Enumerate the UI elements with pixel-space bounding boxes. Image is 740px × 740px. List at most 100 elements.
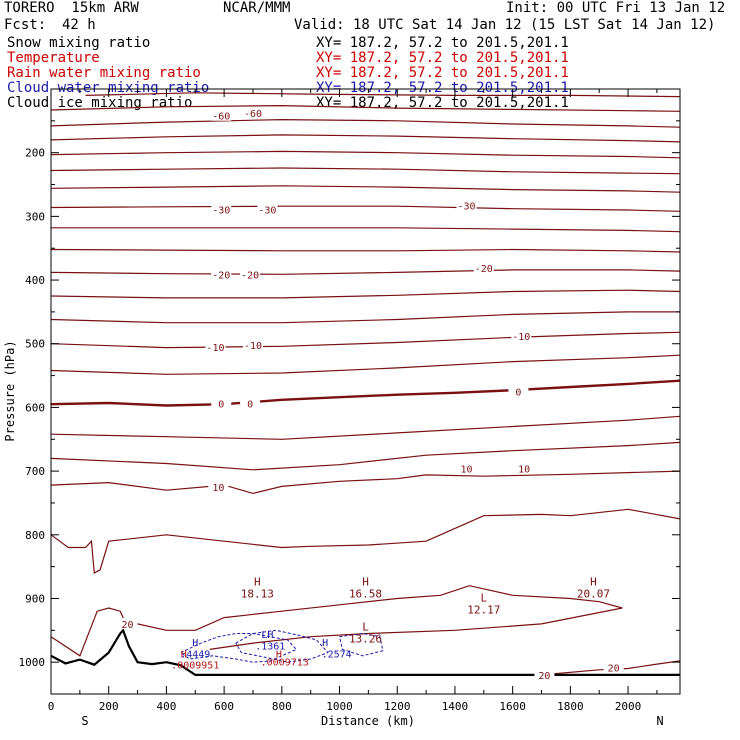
x-tick-label-200: 200 — [99, 700, 119, 713]
isotherm-label-6: -20 — [241, 270, 259, 281]
isotherm-label-bg-3 — [257, 203, 278, 215]
y-tick-label-900: 900 — [25, 592, 45, 605]
isotherm-line-15 — [50, 379, 681, 407]
isotherm-line-3 — [50, 134, 681, 143]
isotherm-label-bg-9 — [242, 339, 263, 351]
isotherm-line-800 — [50, 508, 681, 574]
isotherm-label-bg-8 — [205, 340, 226, 352]
isotherm-label-8: -10 — [206, 343, 224, 354]
isotherm-label-bg-0 — [211, 109, 232, 121]
mixing-ratio-label-2: H — [181, 650, 187, 661]
isotherm-label-1: -60 — [244, 109, 262, 120]
legend-snow-name: Snow mixing ratio — [7, 35, 151, 51]
isotherm-line-16 — [50, 415, 681, 440]
isotherm-line-10 — [50, 269, 681, 275]
isotherm-label-4: -30 — [457, 202, 475, 213]
model-title: TORERO 15km ARW — [4, 0, 139, 16]
isotherm-label-bg-16 — [514, 462, 535, 474]
isotherm-label-11: 0 — [218, 400, 224, 411]
mixing-ratio-label-3: .0009951 — [171, 661, 219, 672]
y-tick-label-700: 700 — [25, 465, 45, 478]
isotherm-line-7 — [50, 205, 681, 212]
mixing-ratio-label-9: .2574 — [322, 650, 352, 661]
y-tick-label-300: 300 — [25, 210, 45, 223]
end-label-south: S — [81, 714, 88, 728]
isotherm-label-5: -20 — [212, 270, 230, 281]
y-tick-label-500: 500 — [25, 338, 45, 351]
end-label-north: N — [656, 714, 663, 728]
isotherm-label-19: 20 — [608, 663, 620, 674]
y-tick-label-200: 200 — [25, 147, 45, 160]
isotherm-label-bg-14 — [208, 481, 229, 493]
isotherm-label-12: 0 — [247, 400, 253, 411]
isotherm-label-bg-10 — [511, 330, 532, 342]
x-tick-label-0: 0 — [48, 700, 55, 713]
snow-mixing-ratio-line — [50, 628, 680, 677]
extremum-mark-3: H — [590, 576, 597, 589]
x-tick-label-2000: 2000 — [615, 700, 642, 713]
init-time: Init: 00 UTC Fri 13 Jan 12 — [506, 0, 726, 16]
isotherm-line-5 — [50, 167, 681, 175]
x-tick-label-1600: 1600 — [499, 700, 526, 713]
isotherm-label-7: -20 — [475, 264, 493, 275]
isotherm-label-bg-2 — [211, 203, 232, 215]
mixing-ratio-label-8: H — [322, 638, 328, 649]
extremum-value-0: 18.13 — [241, 588, 274, 601]
isotherm-line-9 — [50, 248, 681, 253]
x-axis-label: Distance (km) — [321, 714, 415, 728]
y-axis-label: Pressure (hPa) — [3, 340, 17, 441]
extremum-mark-1: H — [362, 576, 369, 589]
forecast-hours: 42 h — [62, 17, 96, 33]
isotherm-label-bg-4 — [456, 199, 477, 211]
cloud-layer — [180, 629, 384, 663]
isotherm-label-18: 20 — [538, 671, 550, 682]
isotherm-line-12 — [50, 311, 680, 324]
isotherm-label-bg-1 — [242, 107, 263, 119]
isotherm-line-13 — [50, 331, 681, 349]
x-tick-label-400: 400 — [156, 700, 176, 713]
isotherm-label-10: -10 — [512, 332, 530, 343]
extremum-mark-4: L — [362, 620, 369, 633]
plot-frame — [50, 88, 681, 695]
x-tick-label-800: 800 — [272, 700, 292, 713]
isotherm-line-17 — [50, 441, 681, 471]
isotherm-line-20-low — [483, 660, 681, 676]
isotherm-label-2: -30 — [212, 205, 230, 216]
mixing-ratio-label-4: LH — [261, 630, 273, 641]
isotherm-label-bg-18 — [534, 668, 555, 680]
legend-rain-xy: XY= 187.2, 57.2 to 201.5,201.1 — [316, 65, 569, 81]
isotherm-line-20 — [50, 585, 623, 657]
y-tick-label-400: 400 — [25, 274, 45, 287]
isotherm-label-14: 10 — [212, 483, 224, 494]
x-tick-label-600: 600 — [214, 700, 234, 713]
extremum-value-4: 13.26 — [349, 632, 382, 645]
isotherm-line-1 — [50, 104, 681, 112]
legend-temperature-xy: XY= 187.2, 57.2 to 201.5,201.1 — [316, 50, 569, 66]
x-tick-label-1800: 1800 — [557, 700, 584, 713]
isotherm-line-6 — [50, 185, 681, 193]
isotherm-label-bg-12 — [240, 397, 261, 409]
forecast-label: Fcst: — [4, 17, 47, 33]
legend-snow-xy: XY= 187.2, 57.2 to 201.5,201.1 — [316, 35, 569, 51]
y-tick-label-600: 600 — [25, 401, 45, 414]
mixing-ratio-label-5: .1361 — [255, 641, 285, 652]
mixing-ratio-label-7: .0009713 — [261, 657, 309, 668]
extremum-mark-0: H — [254, 576, 261, 589]
isotherm-line-14 — [50, 354, 681, 375]
cloud-water-contour-0 — [180, 633, 298, 663]
isotherm-label-15: 10 — [460, 465, 472, 476]
isotherm-label-bg-11 — [211, 397, 232, 409]
isotherm-label-bg-19 — [603, 661, 624, 673]
isotherm-layer — [50, 92, 681, 677]
y-tick-label-800: 800 — [25, 529, 45, 542]
extremum-value-1: 16.58 — [349, 588, 382, 601]
isotherm-line-0 — [85, 92, 681, 98]
valid-time: Valid: 18 UTC Sat 14 Jan 12 (15 LST Sat … — [294, 17, 716, 33]
isotherm-line-18 — [50, 470, 681, 495]
isotherm-line-11 — [50, 289, 681, 299]
isotherm-label-bg-15 — [456, 462, 477, 474]
isotherm-line-4 — [50, 150, 681, 159]
isotherm-label-bg-7 — [473, 261, 494, 273]
y-tick-label-1000: 1000 — [19, 656, 46, 669]
